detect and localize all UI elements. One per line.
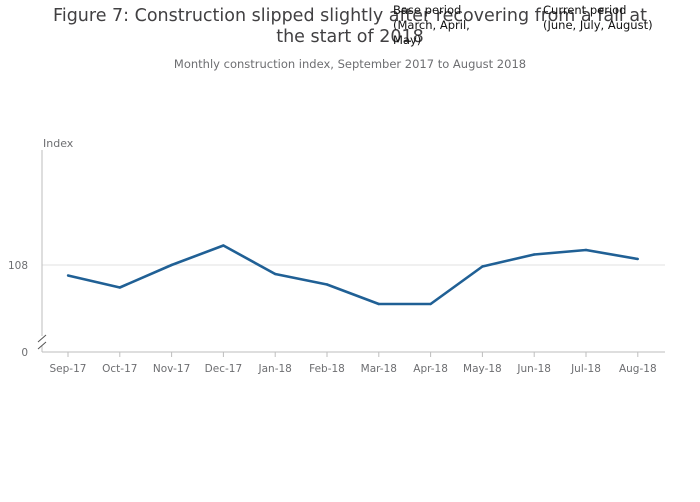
current-period-annotation: Current period (June, July, August) [543,3,653,32]
data-point [377,302,380,306]
data-point [118,286,122,289]
y-tick-label: 0 [21,347,28,359]
x-tick-label: Jan-18 [258,363,292,375]
x-tick-label: Oct-17 [102,363,137,375]
series-line [67,244,639,306]
x-tick-label: Mar-18 [361,363,397,375]
data-point [429,302,432,306]
y-tick-labels: 0 108 [8,260,28,359]
x-tick-label: May-18 [463,363,502,375]
x-tick-labels: Sep-17 Oct-17 Nov-17 Dec-17 Jan-18 Feb-18 Mar-… [50,363,657,375]
data-point [274,272,277,276]
axes [37,150,665,357]
data-point [481,265,484,268]
x-tick-label: Jun-18 [516,363,551,375]
chart-subtitle: Monthly construction index, September 20… [173,57,527,71]
axis-break-mark [37,341,47,350]
data-point [170,263,173,267]
series-layer [66,244,639,306]
x-tick-label: Apr-18 [413,363,448,375]
x-tick-label: Dec-17 [205,363,242,375]
data-point [533,253,536,256]
data-point [66,274,70,277]
data-point [325,283,329,286]
y-tick-label: 108 [8,260,28,272]
x-tick-label: Aug-18 [619,363,657,375]
x-tick-label: Sep-17 [50,363,87,375]
data-point [584,248,588,252]
x-tick-label: Feb-18 [309,363,345,375]
base-period-annotation: Base period (March, April, May) [393,3,470,47]
data-point [222,244,225,247]
chart-title: Figure 7: Construction slipped slightly … [53,6,647,47]
x-tick-label: Jul-18 [570,363,601,375]
y-axis-label: Index [43,137,74,150]
x-tick-label: Nov-17 [153,363,190,375]
axis-break-mark [37,334,47,343]
data-point [636,257,639,261]
